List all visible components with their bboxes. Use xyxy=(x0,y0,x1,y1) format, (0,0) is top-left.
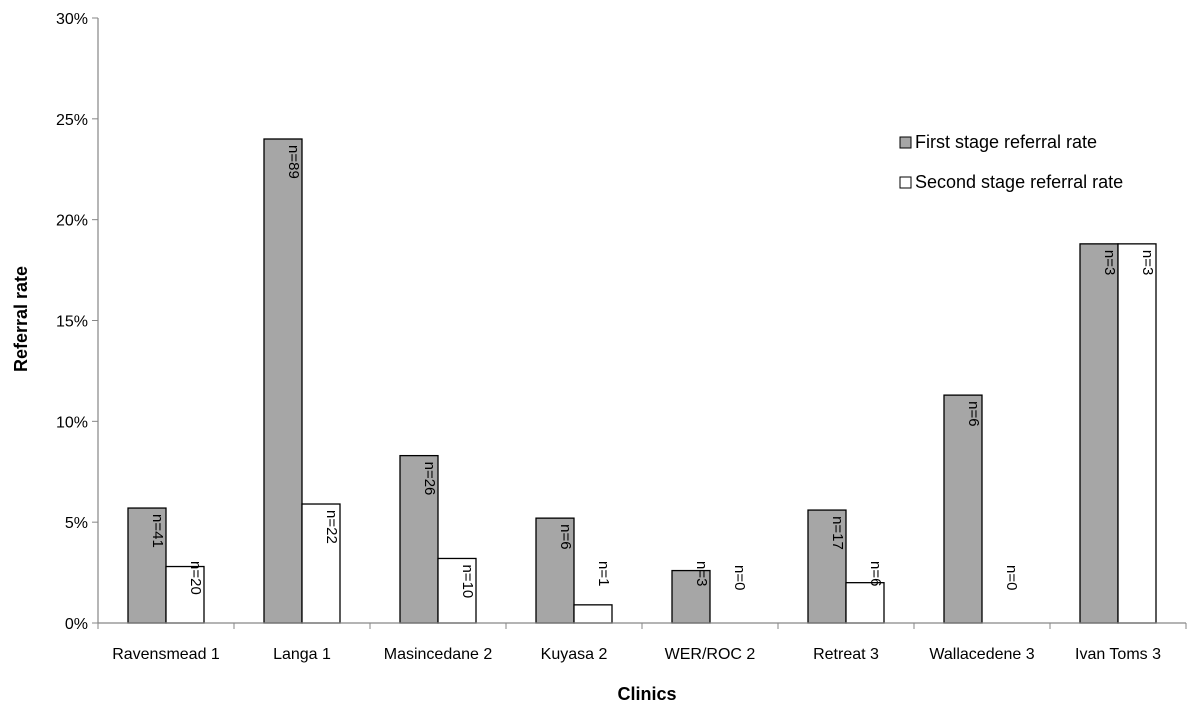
bar-count-label: n=3 xyxy=(1139,250,1156,275)
first-stage-bar xyxy=(671,569,711,624)
y-tick-label: 25% xyxy=(56,112,88,129)
second-stage-bar xyxy=(301,503,341,624)
second-stage-bar xyxy=(573,604,613,624)
bar-count-label: n=89 xyxy=(285,145,302,179)
bar-count-label: n=0 xyxy=(731,565,748,590)
legend: First stage referral rate Second stage re… xyxy=(899,132,1123,192)
y-axis-ticks: 0% 5% 10% 15% 20% 25% 30% xyxy=(56,11,98,633)
y-tick-label: 0% xyxy=(65,616,88,633)
x-tick-label: Masincedane 2 xyxy=(384,646,493,663)
x-axis-title: Clinics xyxy=(617,684,676,704)
x-tick-label: Ivan Toms 3 xyxy=(1075,646,1161,663)
legend-label: First stage referral rate xyxy=(915,132,1097,152)
x-tick-label: Langa 1 xyxy=(273,646,331,663)
x-tick-label: Ravensmead 1 xyxy=(112,646,220,663)
y-axis-title: Referral rate xyxy=(11,266,31,372)
bar-count-label: n=22 xyxy=(323,510,340,544)
first-stage-bar xyxy=(263,138,303,624)
y-tick-label: 15% xyxy=(56,314,88,331)
bar-count-label: n=41 xyxy=(149,514,166,548)
first-stage-bar xyxy=(1079,243,1119,624)
bar-count-label: n=17 xyxy=(829,516,846,550)
legend-swatch xyxy=(899,176,912,189)
first-stage-bar xyxy=(943,394,983,624)
y-tick-label: 5% xyxy=(65,515,88,532)
bar-count-label: n=20 xyxy=(187,561,204,595)
y-tick-label: 10% xyxy=(56,414,88,431)
second-stage-bar xyxy=(845,582,885,624)
second-stage-bar xyxy=(1117,243,1157,624)
legend-swatch xyxy=(899,136,912,149)
x-axis-ticks: Ravensmead 1 Langa 1 Masincedane 2 Kuyasa 2… xyxy=(97,623,1187,663)
bar-count-label: n=26 xyxy=(421,462,438,496)
second-stage-bar xyxy=(165,565,205,624)
bars xyxy=(127,138,1157,624)
bar-count-label: n=3 xyxy=(693,561,710,586)
x-tick-label: Kuyasa 2 xyxy=(541,646,608,663)
y-tick-label: 30% xyxy=(56,11,88,28)
first-stage-bar xyxy=(807,509,847,624)
bar-count-label: n=3 xyxy=(1101,250,1118,275)
bar-count-label: n=1 xyxy=(595,561,612,586)
bar-count-label: n=6 xyxy=(965,401,982,426)
x-tick-label: Retreat 3 xyxy=(813,646,879,663)
bar-labels: n=41 n=89 n=26 n=6 n=3 n=17 n=6 n=3 n=20 n=22 n=10… xyxy=(149,145,1156,598)
bar-count-label: n=10 xyxy=(459,564,476,598)
bar-count-label: n=6 xyxy=(867,561,884,586)
legend-label: Second stage referral rate xyxy=(915,172,1123,192)
x-tick-label: Wallacedene 3 xyxy=(929,646,1034,663)
bar-count-label: n=6 xyxy=(557,524,574,549)
x-tick-label: WER/ROC 2 xyxy=(665,646,756,663)
axes xyxy=(97,18,1186,624)
bar-count-label: n=0 xyxy=(1003,565,1020,590)
y-tick-label: 20% xyxy=(56,213,88,230)
